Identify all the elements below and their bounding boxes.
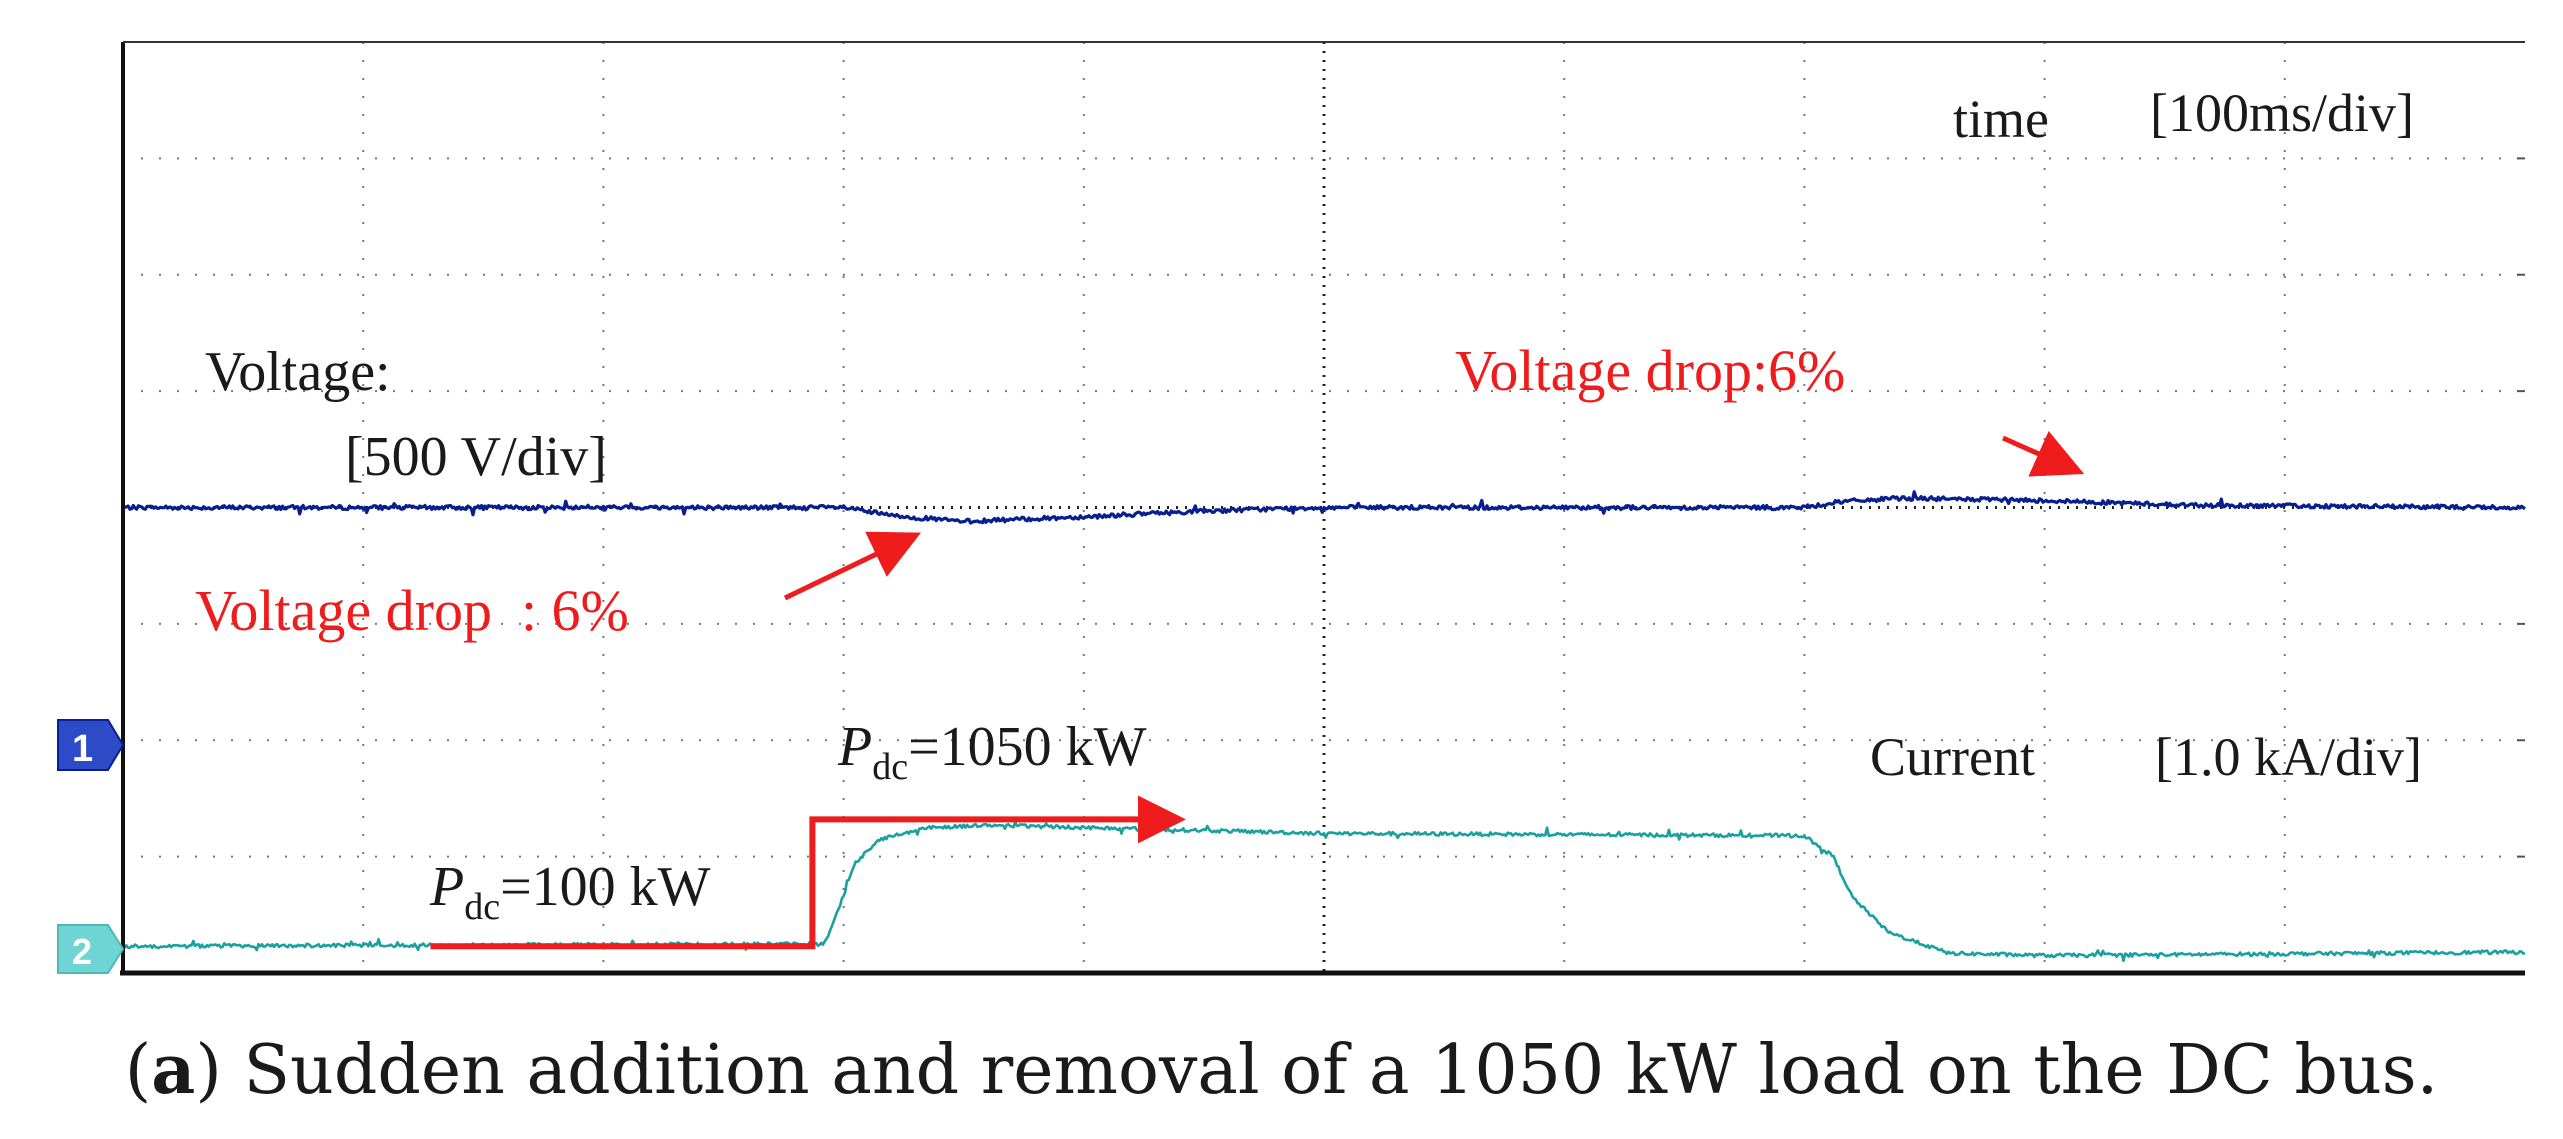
- time-label: time: [1953, 89, 2049, 149]
- pdc-low-subscript: dc: [464, 886, 500, 928]
- pdc-low-value: =100 kW: [500, 856, 711, 918]
- oscilloscope-plot: 1 2 time [100ms/div] Voltage: [500 V/div…: [57, 41, 2526, 976]
- pdc-step-arrow: [430, 795, 1186, 950]
- pdc-low-symbol: P: [429, 856, 464, 918]
- channel-1-label: 1: [72, 728, 93, 770]
- voltage-drop-right-label: Voltage drop:6%: [1455, 338, 1845, 403]
- caption-text: Sudden addition and removal of a 1050 kW…: [221, 1031, 2439, 1110]
- pdc-high-value: =1050 kW: [908, 716, 1147, 778]
- channel-2-label: 2: [72, 931, 92, 972]
- voltage-scale: [500 V/div]: [345, 426, 607, 488]
- caption-label: a: [151, 1030, 196, 1110]
- voltage-drop-left-arrow: [783, 531, 922, 601]
- current-label: Current: [1870, 727, 2035, 787]
- pdc-high-label: Pdc=1050 kW: [837, 716, 1147, 788]
- voltage-drop-right-arrow: [2001, 430, 2085, 477]
- pdc-low-label: Pdc=100 kW: [429, 856, 711, 928]
- channel-1-marker: 1: [57, 719, 125, 771]
- voltage-label: Voltage:: [205, 341, 391, 403]
- voltage-drop-left-label: Voltage drop : 6%: [195, 578, 629, 643]
- voltage-trace: [122, 490, 2526, 525]
- pdc-high-subscript: dc: [872, 746, 908, 788]
- current-scale: [1.0 kA/div]: [2155, 727, 2422, 787]
- channel-2-marker: 2: [57, 924, 125, 974]
- figure-caption: (a) Sudden addition and removal of a 105…: [124, 1030, 2439, 1110]
- time-scale: [100ms/div]: [2150, 83, 2414, 143]
- pdc-high-symbol: P: [837, 716, 872, 778]
